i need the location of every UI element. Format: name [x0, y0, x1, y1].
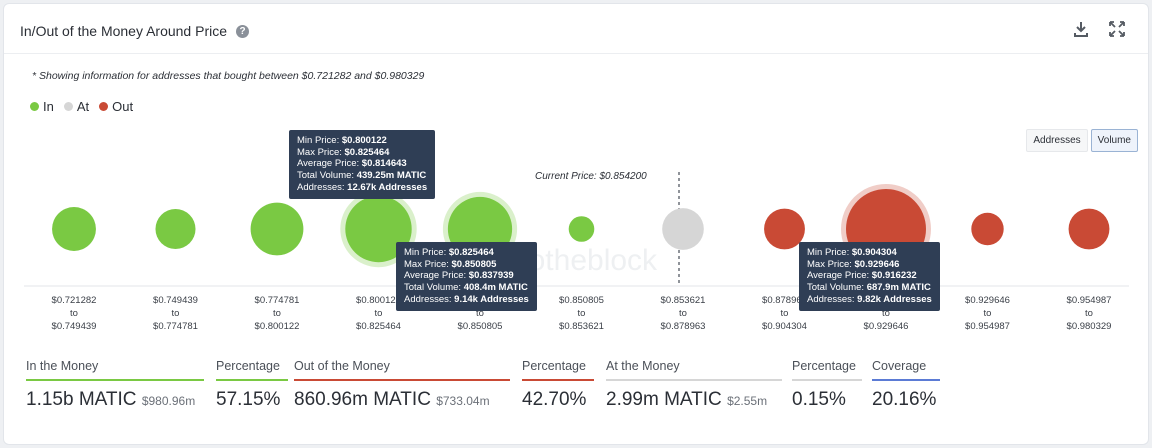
range-label-8: $0.904304 [762, 321, 807, 332]
range-label-4: $0.825464 [356, 321, 401, 332]
bubble-7[interactable] [662, 208, 704, 250]
expand-icon[interactable] [1108, 20, 1126, 38]
stat-value: 0.15% [792, 389, 846, 410]
legend: In At Out [30, 99, 133, 114]
range-label-4: to [375, 308, 383, 319]
range-label-5: to [476, 308, 484, 319]
range-label-11: $0.980329 [1067, 321, 1112, 332]
range-label-10: $0.929646 [965, 295, 1010, 306]
tooltip-bubble-4: Min Price: $0.800122 Max Price: $0.82546… [289, 130, 436, 199]
legend-dot-at [63, 102, 73, 111]
bubble-3[interactable] [250, 202, 304, 256]
range-label-7: $0.853621 [661, 295, 706, 306]
stat-value: 1.15b MATIC $980.96m [26, 389, 196, 410]
tooltip-bubble-5: Min Price: $0.825464 Max Price: $0.85080… [396, 242, 537, 311]
bubble-8[interactable] [764, 208, 805, 250]
range-label-7: to [679, 308, 687, 319]
range-label-6: $0.850805 [559, 295, 604, 306]
stat-label: At the Money [606, 359, 782, 381]
card-header: In/Out of the Money Around Price ? [4, 4, 1148, 54]
tooltip-bubble-9: Min Price: $0.904304 Max Price: $0.92964… [799, 242, 940, 311]
stat-label: Percentage [792, 359, 862, 381]
stat-in-percentage: Percentage 57.15% [216, 359, 288, 411]
range-label-8: to [781, 308, 789, 319]
legend-dot-out [99, 102, 109, 111]
stat-label: Coverage [872, 359, 940, 381]
bubble-2[interactable] [155, 208, 196, 250]
range-label-2: $0.774781 [153, 321, 198, 332]
range-label-5: $0.850805 [458, 321, 503, 332]
view-toggle: Addresses Volume [1026, 129, 1138, 152]
stat-label: Percentage [522, 359, 594, 381]
range-label-1: to [70, 308, 78, 319]
legend-item-out[interactable]: Out [99, 99, 133, 114]
range-label-11: to [1085, 308, 1093, 319]
range-label-3: to [273, 308, 281, 319]
legend-item-in[interactable]: In [30, 99, 54, 114]
bubble-10[interactable] [971, 212, 1004, 246]
stat-value: 57.15% [216, 389, 281, 410]
range-label-8: $0.878963 [762, 295, 807, 306]
current-price-label: Current Price: $0.854200 [535, 171, 647, 182]
range-label-10: to [984, 308, 992, 319]
bubble-4[interactable] [345, 195, 412, 263]
legend-label-in: In [43, 99, 54, 114]
help-icon[interactable]: ? [236, 25, 249, 38]
bubble-11[interactable] [1068, 208, 1110, 250]
range-label-6: to [578, 308, 586, 319]
stat-coverage: Coverage 20.16% [872, 359, 940, 411]
stat-value: 42.70% [522, 389, 587, 410]
stat-at-the-money: At the Money 2.99m MATIC $2.55m [606, 359, 782, 411]
download-icon[interactable] [1072, 20, 1090, 38]
range-label-1: $0.749439 [52, 321, 97, 332]
stat-label: Out of the Money [294, 359, 510, 381]
range-label-11: $0.954987 [1067, 295, 1112, 306]
range-label-3: $0.800122 [255, 321, 300, 332]
stat-value: 2.99m MATIC $2.55m [606, 389, 768, 410]
stat-value: 860.96m MATIC $733.04m [294, 389, 490, 410]
range-label-9: $0.929646 [864, 321, 909, 332]
range-label-2: $0.749439 [153, 295, 198, 306]
stat-out-percentage: Percentage 42.70% [522, 359, 594, 411]
stat-label: In the Money [26, 359, 204, 381]
range-label-6: $0.853621 [559, 321, 604, 332]
range-label-1: $0.721282 [52, 295, 97, 306]
stat-in-the-money: In the Money 1.15b MATIC $980.96m [26, 359, 204, 411]
range-label-10: $0.954987 [965, 321, 1010, 332]
range-label-9: to [882, 308, 890, 319]
legend-label-at: At [76, 99, 90, 114]
stat-value: 20.16% [872, 389, 937, 410]
range-note: * Showing information for addresses that… [32, 70, 425, 82]
range-label-7: $0.878963 [661, 321, 706, 332]
legend-item-at[interactable]: At [63, 99, 90, 114]
card-title: In/Out of the Money Around Price [20, 23, 228, 39]
stat-out-of-the-money: Out of the Money 860.96m MATIC $733.04m [294, 359, 510, 411]
stat-at-percentage: Percentage 0.15% [792, 359, 862, 411]
addresses-toggle-button[interactable]: Addresses [1026, 129, 1088, 152]
in-out-money-card: In/Out of the Money Around Price ? * Sho… [3, 3, 1149, 445]
volume-toggle-button[interactable]: Volume [1090, 129, 1138, 152]
stat-label: Percentage [216, 359, 288, 381]
bubble-1[interactable] [52, 207, 96, 251]
range-label-3: $0.774781 [255, 295, 300, 306]
legend-label-out: Out [112, 99, 134, 114]
bubble-6[interactable] [568, 216, 595, 242]
range-label-4: $0.800122 [356, 295, 401, 306]
legend-dot-in [30, 102, 39, 111]
range-label-2: to [172, 308, 180, 319]
